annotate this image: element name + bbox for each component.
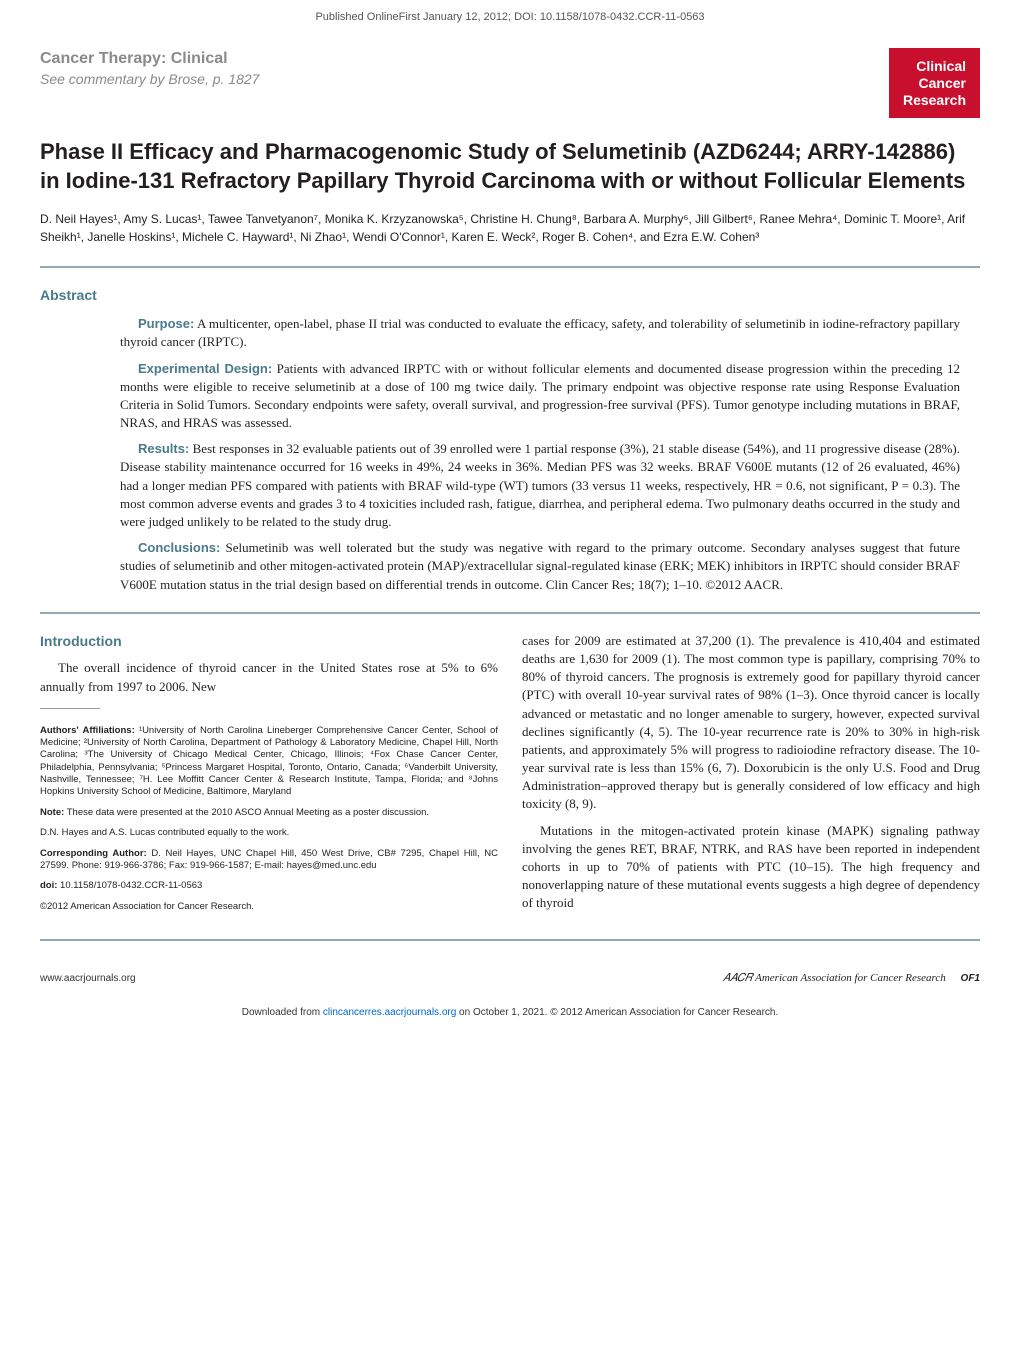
divider <box>40 266 980 268</box>
divider <box>40 612 980 614</box>
doi-label: doi: <box>40 880 57 891</box>
author-list: D. Neil Hayes¹, Amy S. Lucas¹, Tawee Tan… <box>40 210 980 246</box>
badge-line: Research <box>903 92 966 109</box>
corresponding-label: Corresponding Author: <box>40 848 147 859</box>
abstract-body: Purpose: A multicenter, open-label, phas… <box>120 315 960 594</box>
download-prefix: Downloaded from <box>242 1007 323 1018</box>
divider <box>40 939 980 941</box>
intro-para: cases for 2009 are estimated at 37,200 (… <box>522 632 980 814</box>
badge-line: Clinical <box>903 58 966 75</box>
commentary-link[interactable]: See commentary by Brose, p. 1827 <box>40 70 259 90</box>
header-row: Cancer Therapy: Clinical See commentary … <box>40 48 980 118</box>
doi-body: 10.1158/1078-0432.CCR-11-0563 <box>57 880 202 891</box>
abstract-results: Results: Best responses in 32 evaluable … <box>120 440 960 531</box>
design-label: Experimental Design: <box>138 361 272 376</box>
note-text: Note: These data were presented at the 2… <box>40 807 498 819</box>
right-column: cases for 2009 are estimated at 37,200 (… <box>522 632 980 921</box>
contribution-text: D.N. Hayes and A.S. Lucas contributed eq… <box>40 827 498 839</box>
journal-badge: Clinical Cancer Research <box>889 48 980 118</box>
aacr-logo-text: American Association for Cancer Research <box>755 972 946 984</box>
abstract-heading: Abstract <box>40 286 980 306</box>
conclusions-label: Conclusions: <box>138 540 220 555</box>
aacr-logo: 𝐴𝐴𝐶𝑅 American Association for Cancer Res… <box>722 972 945 984</box>
page-number: OF1 <box>961 973 980 984</box>
purpose-label: Purpose: <box>138 316 194 331</box>
purpose-text: A multicenter, open-label, phase II tria… <box>120 316 960 349</box>
publication-info: Published OnlineFirst January 12, 2012; … <box>0 10 1020 25</box>
affiliation-divider <box>40 708 100 709</box>
results-text: Best responses in 32 evaluable patients … <box>120 441 960 529</box>
page-footer: www.aacrjournals.org 𝐴𝐴𝐶𝑅 American Assoc… <box>40 971 980 986</box>
results-label: Results: <box>138 441 189 456</box>
introduction-heading: Introduction <box>40 632 498 652</box>
note-label: Note: <box>40 807 64 818</box>
header-left: Cancer Therapy: Clinical See commentary … <box>40 48 259 90</box>
affiliations-label: Authors' Affiliations: <box>40 725 135 736</box>
intro-para: The overall incidence of thyroid cancer … <box>40 659 498 695</box>
download-suffix: on October 1, 2021. © 2012 American Asso… <box>456 1007 778 1018</box>
abstract-design: Experimental Design: Patients with advan… <box>120 360 960 433</box>
doi-text: doi: 10.1158/1078-0432.CCR-11-0563 <box>40 880 498 892</box>
abstract-purpose: Purpose: A multicenter, open-label, phas… <box>120 315 960 351</box>
two-column-body: Introduction The overall incidence of th… <box>40 632 980 921</box>
conclusions-text: Selumetinib was well tolerated but the s… <box>120 540 960 591</box>
abstract-conclusions: Conclusions: Selumetinib was well tolera… <box>120 539 960 594</box>
download-info: Downloaded from clincancerres.aacrjourna… <box>40 1006 980 1020</box>
article-title: Phase II Efficacy and Pharmacogenomic St… <box>40 138 980 195</box>
intro-para: Mutations in the mitogen-activated prote… <box>522 822 980 913</box>
affiliations-text: Authors' Affiliations: ¹University of No… <box>40 725 498 799</box>
corresponding-text: Corresponding Author: D. Neil Hayes, UNC… <box>40 848 498 873</box>
badge-line: Cancer <box>903 75 966 92</box>
footer-url[interactable]: www.aacrjournals.org <box>40 972 136 986</box>
download-link[interactable]: clincancerres.aacrjournals.org <box>323 1007 456 1018</box>
note-body: These data were presented at the 2010 AS… <box>64 807 429 818</box>
section-label: Cancer Therapy: Clinical <box>40 48 259 70</box>
affiliations-block: Authors' Affiliations: ¹University of No… <box>40 725 498 913</box>
copyright-text: ©2012 American Association for Cancer Re… <box>40 901 498 913</box>
footer-right: 𝐴𝐴𝐶𝑅 American Association for Cancer Res… <box>722 971 980 986</box>
left-column: Introduction The overall incidence of th… <box>40 632 498 921</box>
